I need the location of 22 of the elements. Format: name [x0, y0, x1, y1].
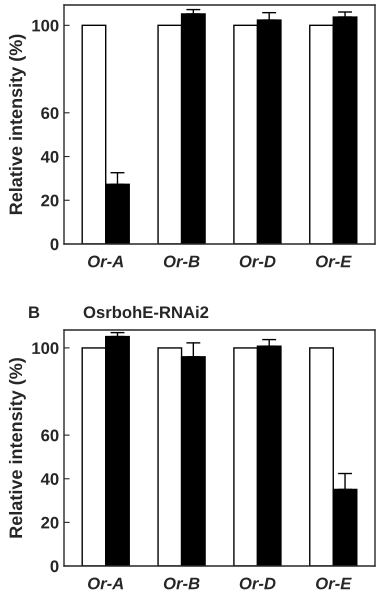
y-axis-title: Relative intensity (%)	[8, 34, 26, 214]
y-tick-label: 60	[41, 430, 58, 442]
y-tick-label: 100	[32, 20, 58, 32]
y-tick-label: 0	[50, 560, 58, 572]
y-axis-title: Relative intensity (%)	[8, 358, 26, 538]
y-tick-label: 20	[41, 516, 58, 529]
chart-subtitle: OsrbohE-RNAi2	[84, 306, 208, 318]
chart-title: B	[29, 306, 40, 318]
y-tick-label: 40	[40, 150, 58, 163]
y-tick-label: 100	[32, 342, 58, 354]
x-tick-label: Or-A	[88, 578, 124, 590]
x-tick-label: Or-D	[240, 256, 276, 268]
y-tick-label: 40	[40, 473, 58, 485]
y-tick-label: 60	[41, 107, 58, 120]
x-tick-label: Or-A	[88, 256, 124, 268]
x-tick-label: Or-B	[164, 256, 200, 268]
x-tick-label: Or-E	[316, 578, 352, 590]
x-tick-label: Or-B	[164, 578, 200, 590]
y-tick-label: 20	[41, 194, 58, 206]
x-tick-label: Or-E	[316, 256, 352, 268]
y-tick-label: 0	[50, 238, 58, 250]
x-tick-label: Or-D	[240, 578, 276, 590]
